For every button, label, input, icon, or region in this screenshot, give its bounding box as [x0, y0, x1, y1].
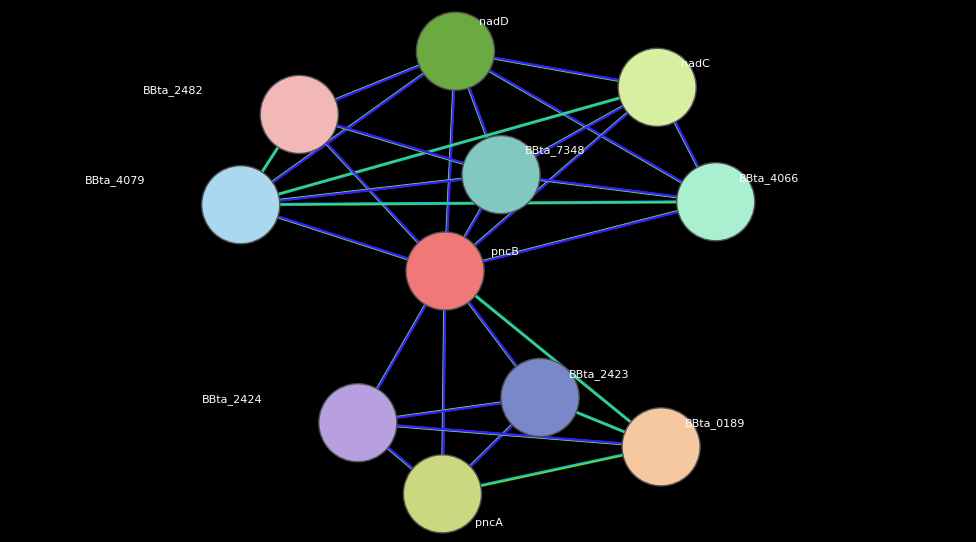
Text: BBta_4079: BBta_4079 — [85, 175, 145, 186]
Ellipse shape — [676, 163, 754, 241]
Ellipse shape — [202, 166, 280, 244]
Ellipse shape — [622, 408, 700, 486]
Text: BBta_7348: BBta_7348 — [524, 145, 585, 156]
Text: pncB: pncB — [491, 247, 518, 257]
Text: pncA: pncA — [475, 518, 503, 528]
Ellipse shape — [417, 12, 495, 90]
Ellipse shape — [462, 136, 540, 214]
Ellipse shape — [261, 75, 339, 153]
Text: nadD: nadD — [479, 17, 508, 27]
Ellipse shape — [618, 48, 696, 126]
Text: BBta_4066: BBta_4066 — [739, 173, 799, 184]
Text: nadC: nadC — [680, 60, 710, 69]
Ellipse shape — [501, 358, 579, 436]
Ellipse shape — [319, 384, 397, 462]
Text: BBta_0189: BBta_0189 — [684, 418, 745, 429]
Ellipse shape — [406, 232, 484, 310]
Text: BBta_2424: BBta_2424 — [202, 395, 263, 405]
Ellipse shape — [403, 455, 481, 533]
Text: BBta_2482: BBta_2482 — [143, 85, 204, 96]
Text: BBta_2423: BBta_2423 — [569, 369, 630, 380]
